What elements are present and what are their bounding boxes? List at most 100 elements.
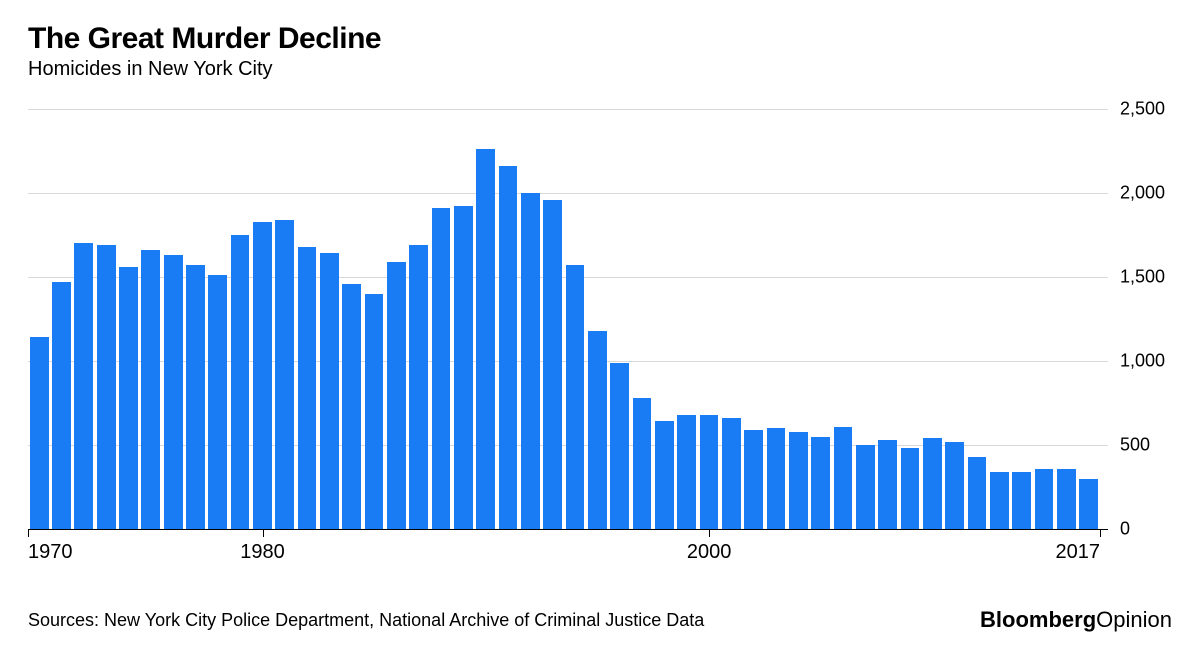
bar-slot	[854, 109, 876, 529]
bar-slot	[274, 109, 296, 529]
bar	[141, 250, 160, 529]
bar-slot	[720, 109, 742, 529]
bar-slot	[943, 109, 965, 529]
bar	[588, 331, 607, 529]
bar-slot	[1033, 109, 1055, 529]
bar-slot	[966, 109, 988, 529]
bar-slot	[452, 109, 474, 529]
bar	[543, 200, 562, 529]
bar-slot	[631, 109, 653, 529]
bar	[834, 427, 853, 529]
brand-light: Opinion	[1096, 607, 1172, 632]
bar	[566, 265, 585, 529]
bar	[1057, 469, 1076, 529]
bar	[789, 432, 808, 529]
bar	[208, 275, 227, 529]
bar-slot	[229, 109, 251, 529]
x-tick	[28, 529, 29, 537]
bar	[655, 421, 674, 529]
y-tick-label: 500	[1120, 435, 1150, 456]
bar-slot	[73, 109, 95, 529]
chart-page: The Great Murder Decline Homicides in Ne…	[0, 0, 1200, 653]
bar	[409, 245, 428, 529]
bar-slot	[207, 109, 229, 529]
bar	[231, 235, 250, 529]
bar	[633, 398, 652, 529]
bar	[744, 430, 763, 529]
bar-slot	[676, 109, 698, 529]
plot-area: 05001,0001,5002,0002,500 197019802000201…	[28, 109, 1100, 529]
brand-logo: BloombergOpinion	[980, 607, 1172, 633]
bar-slot	[251, 109, 273, 529]
bar-slot	[586, 109, 608, 529]
bar-slot	[296, 109, 318, 529]
bar-slot	[28, 109, 50, 529]
bar	[342, 284, 361, 529]
chart-area: 05001,0001,5002,0002,500 197019802000201…	[28, 109, 1172, 549]
bar-slot	[318, 109, 340, 529]
bar	[990, 472, 1009, 529]
bar-slot	[542, 109, 564, 529]
bar-slot	[899, 109, 921, 529]
y-tick-label: 1,500	[1120, 267, 1165, 288]
bar	[320, 253, 339, 529]
brand-bold: Bloomberg	[980, 607, 1096, 632]
bar-slot	[1010, 109, 1032, 529]
bar	[119, 267, 138, 529]
bar	[700, 415, 719, 529]
y-tick-label: 1,000	[1120, 351, 1165, 372]
x-tick-label: 2017	[1056, 541, 1101, 564]
bar	[767, 428, 786, 529]
x-tick	[1100, 529, 1101, 537]
bar-slot	[184, 109, 206, 529]
bar-slot	[385, 109, 407, 529]
bar	[30, 337, 49, 529]
x-tick-label: 2000	[687, 541, 732, 564]
bar	[1035, 469, 1054, 529]
bar-slot	[497, 109, 519, 529]
bar	[432, 208, 451, 529]
bar	[722, 418, 741, 529]
bar-slot	[765, 109, 787, 529]
chart-title: The Great Murder Decline	[28, 22, 1172, 56]
bar-slot	[988, 109, 1010, 529]
y-tick-label: 2,500	[1120, 99, 1165, 120]
bar-slot	[117, 109, 139, 529]
x-tick	[263, 529, 264, 537]
bar-slot	[809, 109, 831, 529]
bar	[97, 245, 116, 529]
bar	[365, 294, 384, 529]
y-tick-label: 0	[1120, 519, 1130, 540]
bar	[610, 363, 629, 529]
bar	[499, 166, 518, 529]
bar-slot	[1055, 109, 1077, 529]
bar-slot	[564, 109, 586, 529]
bar	[52, 282, 71, 529]
bar-slot	[609, 109, 631, 529]
bar	[923, 438, 942, 529]
bar	[253, 222, 272, 529]
gridline	[28, 529, 1108, 530]
bar	[454, 206, 473, 529]
bar	[186, 265, 205, 529]
bar	[476, 149, 495, 529]
bar	[901, 448, 920, 529]
bar	[164, 255, 183, 529]
bar-slot	[876, 109, 898, 529]
bar	[856, 445, 875, 529]
bar-slot	[832, 109, 854, 529]
bar	[677, 415, 696, 529]
bar-slot	[743, 109, 765, 529]
bar-slot	[475, 109, 497, 529]
bar	[275, 220, 294, 529]
bar-slot	[140, 109, 162, 529]
bar-slot	[363, 109, 385, 529]
bar	[968, 457, 987, 529]
bar	[1079, 479, 1098, 529]
bar-slot	[1077, 109, 1099, 529]
y-tick-label: 2,000	[1120, 183, 1165, 204]
bar	[387, 262, 406, 529]
bar-slot	[519, 109, 541, 529]
bar-slot	[408, 109, 430, 529]
bar-slot	[341, 109, 363, 529]
